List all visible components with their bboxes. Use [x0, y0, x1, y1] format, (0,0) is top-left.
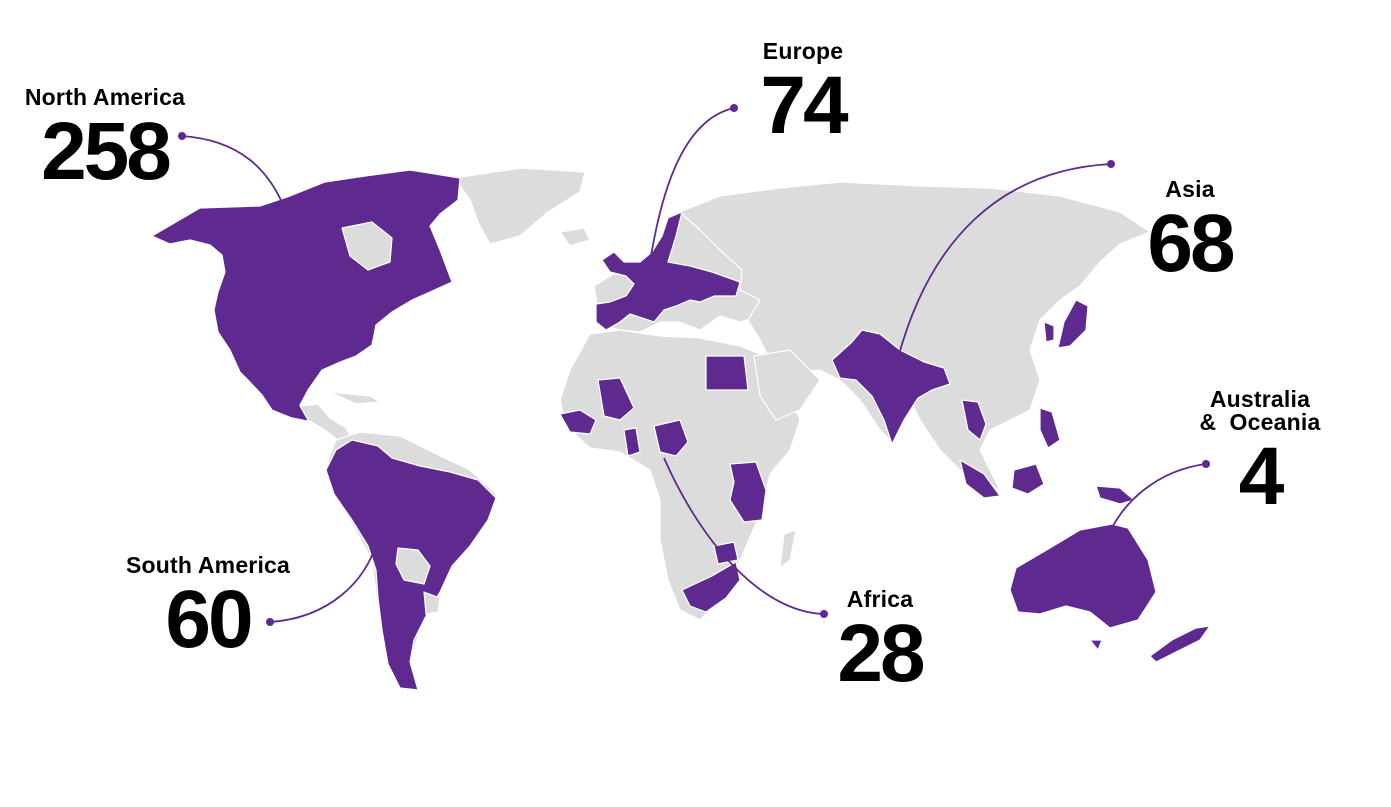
europe-leader-dot: [730, 104, 738, 112]
asia-base-shape: [679, 181, 1151, 491]
australia-oceania-leader-line: [1103, 463, 1207, 547]
asia-leader-dot: [1107, 160, 1115, 168]
east-africa-shape: [729, 461, 767, 523]
europe-name: Europe: [762, 38, 844, 64]
new-guinea-shape: [1095, 485, 1135, 505]
japan-shape: [1057, 299, 1089, 349]
australia-oceania-name-line2: & Oceania: [1199, 409, 1321, 435]
north-america-count: 258: [41, 106, 172, 197]
australia-oceania-count: 4: [1238, 431, 1285, 522]
korea-shape: [1043, 321, 1055, 343]
africa-label: Africa 28: [824, 588, 936, 695]
europe-leader-line: [649, 107, 735, 263]
africa-leader-dot: [820, 610, 828, 618]
europe-label: Europe 74: [748, 40, 858, 147]
australia-oceania-label: Australia & Oceania 4: [1180, 388, 1340, 518]
south-africa-shape: [681, 561, 741, 613]
south-america-leader-dot: [266, 618, 274, 626]
australia-oceania-name-line1: Australia: [1209, 386, 1311, 412]
india-shape: [831, 329, 951, 445]
philippines-shape: [1039, 407, 1061, 449]
north-america-label: North America 258: [14, 86, 196, 193]
new-zealand-shape: [1149, 625, 1211, 663]
australia-oceania-leader-dot: [1202, 460, 1210, 468]
greenland-shape: [454, 167, 586, 245]
hudson-bay-shape: [341, 221, 393, 271]
central-america-shape: [299, 403, 353, 441]
north-america-name: North America: [24, 84, 186, 110]
north-america-leader-line: [181, 135, 287, 213]
paraguay-shape: [423, 591, 441, 615]
bolivia-shape: [395, 547, 431, 585]
zimbabwe-shape: [713, 541, 739, 565]
borneo-shape: [1011, 463, 1045, 495]
asia-leader-line: [897, 163, 1112, 359]
tasmania-shape: [1089, 639, 1103, 651]
north-america-leader-dot: [178, 132, 186, 140]
malaysia-indonesia-shape: [959, 459, 1001, 499]
cuba-shape: [329, 391, 381, 405]
south-america-name: South America: [125, 552, 291, 578]
asia-count: 68: [1147, 198, 1235, 289]
south-america-count: 60: [165, 574, 253, 665]
mali-shape: [597, 377, 635, 421]
europe-shape: [595, 211, 741, 331]
asia-label: Asia 68: [1130, 178, 1250, 285]
south-america-label: South America 60: [112, 554, 304, 661]
north-america-shape: [151, 169, 461, 423]
egypt-shape: [705, 355, 749, 391]
africa-leader-line: [663, 457, 825, 615]
europe-count: 74: [760, 60, 848, 151]
africa-name: Africa: [846, 586, 914, 612]
asia-name: Asia: [1165, 176, 1215, 202]
africa-count: 28: [837, 608, 925, 699]
thailand-shape: [961, 399, 987, 441]
iceland-shape: [559, 227, 591, 247]
nigeria-shape: [653, 419, 689, 457]
australia-shape: [1009, 523, 1157, 629]
south-america-leader-line: [269, 543, 377, 623]
west-africa-shape: [559, 409, 597, 435]
arabia-shape: [753, 349, 821, 421]
madagascar-shape: [779, 529, 797, 569]
ghana-shape: [623, 427, 641, 457]
